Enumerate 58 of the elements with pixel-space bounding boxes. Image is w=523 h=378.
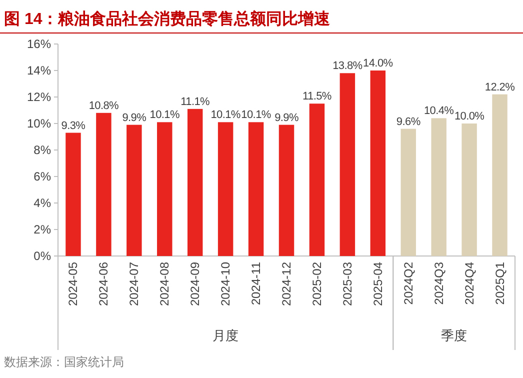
y-tick-label: 2%: [34, 222, 52, 236]
data-label: 14.0%: [363, 58, 394, 70]
data-label: 10.1%: [241, 109, 272, 122]
data-label: 9.9%: [274, 112, 299, 124]
y-tick-label: 8%: [34, 143, 52, 157]
data-label: 13.8%: [332, 60, 363, 72]
x-tick-label: 2024-11: [249, 262, 264, 306]
x-tick-label: 2024-05: [66, 262, 80, 306]
bar: [340, 73, 356, 256]
data-label: 9.3%: [61, 120, 86, 132]
y-tick-label: 6%: [34, 170, 52, 184]
bar: [278, 124, 294, 256]
x-tick-label: 2024-10: [218, 262, 233, 306]
data-label: 10.8%: [88, 100, 120, 112]
bar: [157, 122, 172, 256]
x-tick-label: 2024Q2: [401, 262, 416, 305]
bar: [96, 112, 112, 256]
bar: [492, 94, 508, 256]
x-tick-label: 2024Q4: [462, 262, 476, 305]
data-label: 12.2%: [484, 81, 516, 94]
data-label: 10.0%: [454, 110, 485, 122]
x-tick-label: 2025Q1: [492, 262, 507, 305]
data-label: 9.9%: [122, 112, 147, 124]
y-tick-label: 14%: [26, 64, 52, 78]
text: 季度: [441, 328, 468, 343]
y-tick-label: 12%: [26, 90, 52, 104]
bar: [66, 132, 81, 256]
bar: [431, 118, 446, 256]
bar: [309, 104, 325, 256]
bar: [370, 70, 386, 256]
x-tick-label: 2025-04: [370, 262, 385, 306]
y-tick-label: 16%: [26, 37, 52, 51]
x-tick-label: 2025-02: [310, 262, 324, 306]
y-tick-label: 0%: [34, 249, 52, 263]
data-label: 11.1%: [180, 96, 210, 108]
text: 月度: [212, 328, 239, 343]
bar: [126, 124, 142, 256]
source-note: 数据来源：国家统计局: [4, 355, 124, 369]
x-tick-label: 2024-12: [280, 262, 294, 306]
data-label: 10.1%: [210, 109, 241, 122]
bar: [218, 122, 234, 256]
bar: [462, 124, 477, 256]
data-label: 11.5%: [302, 90, 332, 103]
chart-title: 图 14：粮油食品社会消费品零售总额同比增速: [4, 10, 332, 28]
x-tick-label: 2024-07: [127, 262, 142, 306]
x-tick-label: 2024Q3: [432, 262, 446, 305]
y-tick-label: 10%: [26, 116, 52, 130]
data-label: 10.4%: [424, 105, 454, 118]
data-label: 10.1%: [150, 109, 180, 122]
x-tick-label: 2024-08: [158, 262, 172, 306]
x-tick-label: 2024-09: [188, 262, 202, 306]
y-tick-label: 4%: [34, 196, 52, 210]
data-label: 9.6%: [396, 116, 421, 128]
x-tick-label: 2024-06: [96, 262, 111, 306]
x-tick-label: 2025-03: [340, 262, 354, 306]
bar: [187, 108, 203, 256]
bar: [400, 128, 416, 256]
bar: [248, 122, 264, 256]
